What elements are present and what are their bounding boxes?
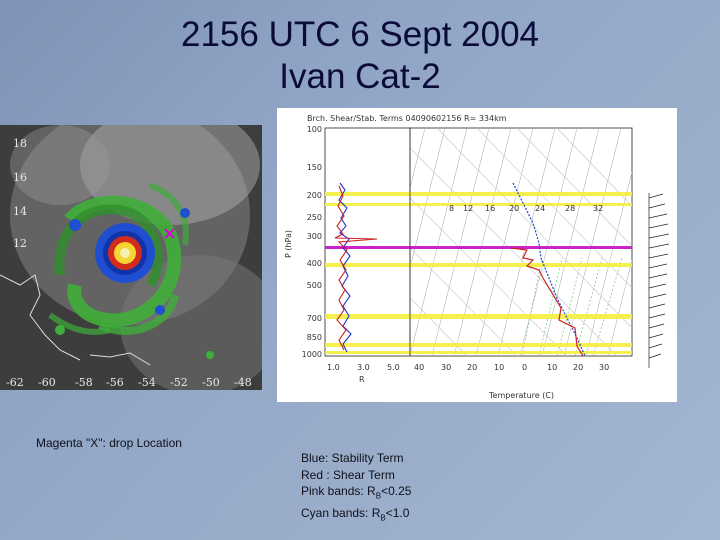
lon-label: -56 [106, 376, 124, 389]
lon-label: -50 [202, 376, 220, 389]
legend-cyan-prefix: Cyan bands: R [301, 505, 381, 520]
ratio-tick: 1.0 [327, 363, 340, 372]
pressure-tick: 250 [307, 213, 322, 222]
diagram-header: Brch. Shear/Stab. Terms 04090602156 R= 3… [307, 114, 507, 123]
mixing-tick: 12 [463, 204, 473, 213]
band [325, 263, 632, 267]
mixing-tick: 16 [485, 204, 495, 213]
sounding-diagram: Brch. Shear/Stab. Terms 04090602156 R= 3… [277, 108, 677, 402]
pressure-tick: 850 [307, 333, 322, 342]
legend-pink-prefix: Pink bands: R [301, 484, 376, 498]
lat-label: 12 [13, 237, 27, 250]
x-axis-label: Temperature (C) [488, 391, 554, 400]
temp-tick: 20 [573, 363, 583, 372]
lon-label: -60 [38, 376, 56, 389]
mixing-tick: 28 [565, 204, 575, 213]
mixing-tick: 32 [593, 204, 603, 213]
temp-tick: 20 [467, 363, 477, 372]
temp-tick: 10 [547, 363, 557, 372]
mixing-ratio-lines [521, 257, 623, 357]
band [325, 192, 632, 196]
legend-pink-suffix: <0.25 [381, 484, 412, 498]
ratio-panel [324, 127, 411, 357]
title-line-1: 2156 UTC 6 Sept 2004 [180, 15, 539, 54]
satellite-image: 18 16 14 12 -62 -60 -58 -56 -54 -52 -50 … [0, 125, 262, 390]
ratio-tick: 3.0 [357, 363, 370, 372]
band [325, 351, 632, 354]
ratio-axis-label: R [359, 375, 365, 384]
pressure-tick: 150 [307, 163, 322, 172]
legend-cyan-suffix: <1.0 [385, 505, 410, 520]
pressure-tick: 500 [307, 281, 322, 290]
drop-location-marker [164, 228, 175, 239]
pressure-tick: 200 [307, 191, 322, 200]
ratio-tick: 5.0 [387, 363, 400, 372]
legend-cyan-sub: B [380, 513, 386, 523]
pressure-tick: 1000 [302, 350, 322, 359]
temp-tick: 0 [522, 363, 527, 372]
drop-location-caption: Magenta "X": drop Location [36, 436, 182, 450]
adiabat-grid [409, 127, 633, 357]
temp-tick: 10 [494, 363, 504, 372]
dewpoint-profile [510, 247, 584, 357]
pressure-tick: 300 [307, 232, 322, 241]
legend-stability: Blue: Stability Term [301, 451, 404, 465]
lon-label: -58 [75, 376, 93, 389]
sounding-svg: Brch. Shear/Stab. Terms 04090602156 R= 3… [284, 114, 670, 400]
pressure-tick: 100 [307, 125, 322, 134]
mixing-tick: 20 [509, 204, 519, 213]
wind-barbs [648, 193, 670, 368]
temp-tick: 40 [414, 363, 424, 372]
title-line-2: Ivan Cat-2 [279, 57, 441, 96]
legend-shear: Red : Shear Term [301, 467, 395, 482]
lat-label: 16 [13, 171, 27, 184]
pressure-tick: 400 [307, 259, 322, 268]
shear-profile-left [334, 185, 378, 351]
y-axis-label: P (hPa) [284, 230, 293, 258]
lat-label: 18 [13, 137, 27, 150]
yellow-bands [325, 192, 632, 354]
legend-cyan-bands: Cyan bands: RB<1.0 [301, 505, 411, 527]
band [325, 314, 632, 319]
band [325, 343, 632, 347]
slide-title: 2156 UTC 6 Sept 2004 Ivan Cat-2 [0, 14, 720, 98]
magenta-band [325, 246, 632, 249]
mixing-tick: 8 [449, 204, 454, 213]
legend-pink-sub: B [375, 491, 382, 501]
skewt-panel [409, 127, 633, 357]
legend-pink-bands: Pink bands: RB<0.25 [301, 483, 411, 505]
legend: Blue: Stability Term Red : Shear Term Pi… [301, 450, 411, 527]
temp-tick: 30 [441, 363, 451, 372]
mixing-tick: 24 [535, 204, 545, 213]
temp-tick: 30 [599, 363, 609, 372]
satellite-drawing [0, 125, 262, 390]
lon-label: -52 [170, 376, 188, 389]
stability-profile-left [338, 182, 352, 353]
pressure-tick: 700 [307, 314, 322, 323]
lon-label: -62 [6, 376, 24, 389]
band [325, 203, 632, 206]
lon-label: -54 [138, 376, 156, 389]
lat-label: 14 [13, 205, 27, 218]
temperature-profile [512, 182, 586, 357]
lon-label: -48 [234, 376, 252, 389]
